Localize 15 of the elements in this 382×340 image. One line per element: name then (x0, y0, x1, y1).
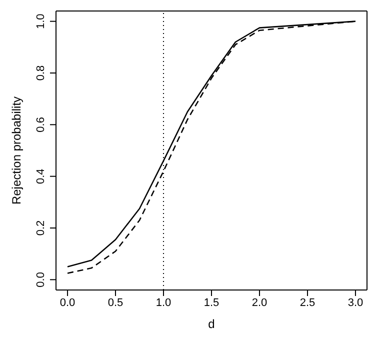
y-tick-label: 0.6 (35, 117, 47, 132)
x-tick-label: 1.0 (156, 296, 172, 309)
y-axis-title: Rejection probability (9, 96, 24, 205)
x-tick-label: 1.5 (204, 296, 220, 309)
x-axis-title: d (208, 317, 215, 331)
y-tick-label: 0.2 (35, 220, 47, 236)
y-tick-label: 0.0 (35, 272, 47, 288)
y-tick-label: 1.0 (35, 14, 47, 29)
y-tick-label: 0.4 (35, 168, 47, 184)
x-tick-label: 3.0 (348, 296, 364, 309)
x-tick-label: 2.0 (252, 296, 268, 309)
x-tick-label: 0.5 (108, 296, 124, 309)
y-tick-label: 0.8 (35, 65, 47, 81)
x-tick-label: 0.0 (60, 296, 76, 309)
x-tick-label: 2.5 (300, 296, 316, 309)
